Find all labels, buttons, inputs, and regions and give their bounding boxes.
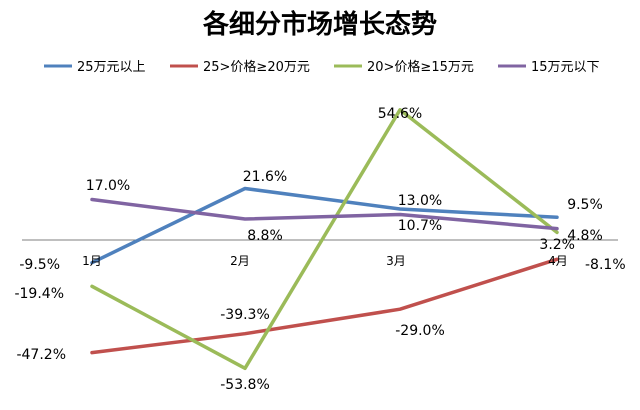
legend-label: 15万元以下 — [531, 60, 600, 75]
legend-label: 25>价格≥20万元 — [203, 59, 310, 75]
data-label: 3.2% — [539, 237, 575, 253]
series-line-4 — [90, 197, 559, 231]
series-line-3 — [90, 108, 559, 371]
legend-item-4: 15万元以下 — [498, 60, 600, 75]
data-label: 17.0% — [86, 178, 130, 194]
data-label: 8.8% — [247, 228, 283, 244]
x-tick-label: 3月 — [386, 254, 406, 268]
x-tick-label: 1月 — [82, 254, 102, 268]
series-line-2 — [90, 257, 559, 355]
data-label: -8.1% — [585, 257, 626, 273]
data-label: 54.6% — [378, 106, 422, 122]
data-labels: -9.5% 21.6% 13.0% 9.5% -47.2% -39.3% -29.0% -8.… — [14, 106, 625, 393]
legend-item-3: 20>价格≥15万元 — [334, 59, 474, 75]
series-line-1 — [90, 186, 559, 265]
data-label: 9.5% — [567, 197, 603, 213]
x-tick-label: 4月 — [548, 254, 568, 268]
legend-item-2: 25>价格≥20万元 — [170, 59, 310, 75]
data-label: -47.2% — [16, 347, 66, 363]
series-lines — [90, 108, 559, 371]
data-label: -53.8% — [220, 377, 270, 393]
legend-item-1: 25万元以上 — [44, 60, 146, 75]
legend: 25万元以上 25>价格≥20万元 20>价格≥15万元 15万元以下 — [44, 59, 600, 75]
data-label: -39.3% — [220, 307, 270, 323]
data-label: 13.0% — [398, 193, 442, 209]
data-label: 21.6% — [243, 169, 287, 185]
legend-label: 20>价格≥15万元 — [367, 59, 474, 75]
data-label: -19.4% — [14, 286, 64, 302]
data-label: 4.8% — [567, 228, 603, 244]
data-label: -9.5% — [19, 257, 60, 273]
x-tick-label: 2月 — [230, 254, 250, 268]
x-tick-labels: 1月 2月 3月 4月 — [82, 254, 568, 268]
data-label: -29.0% — [395, 323, 445, 339]
chart-title: 各细分市场增长态势 — [202, 9, 437, 40]
data-label: 10.7% — [398, 218, 442, 234]
legend-label: 25万元以上 — [77, 60, 146, 75]
